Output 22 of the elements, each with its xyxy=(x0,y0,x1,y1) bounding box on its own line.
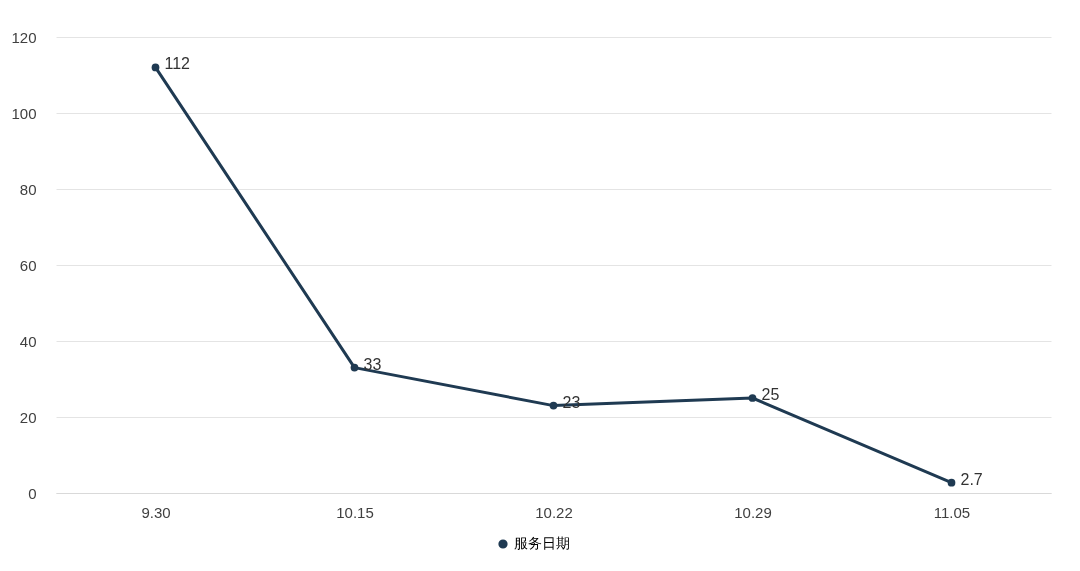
data-label: 25 xyxy=(761,386,780,403)
y-tick-label: 20 xyxy=(19,408,37,426)
x-tick-label: 10.29 xyxy=(734,503,772,521)
y-tick-label: 40 xyxy=(19,332,37,350)
x-tick-label: 9.30 xyxy=(141,503,171,521)
x-tick-label: 10.22 xyxy=(535,503,573,521)
point xyxy=(549,401,558,410)
point xyxy=(350,363,359,372)
data-label: 112 xyxy=(164,55,191,73)
point xyxy=(151,63,160,72)
data-label: 33 xyxy=(363,355,382,373)
y-tick-label: 60 xyxy=(19,256,37,274)
y-tick-label: 100 xyxy=(11,104,37,122)
y-tick-label: 80 xyxy=(19,180,37,198)
x-tick-label: 10.15 xyxy=(336,503,374,521)
point xyxy=(947,478,956,487)
point xyxy=(748,394,757,402)
x-tick-label: 11.05 xyxy=(933,503,971,521)
legend-label: 服务日期 xyxy=(514,535,570,551)
y-tick-label: 120 xyxy=(11,28,37,46)
data-label: 2.7 xyxy=(960,470,983,488)
y-tick-label: 0 xyxy=(28,484,37,502)
